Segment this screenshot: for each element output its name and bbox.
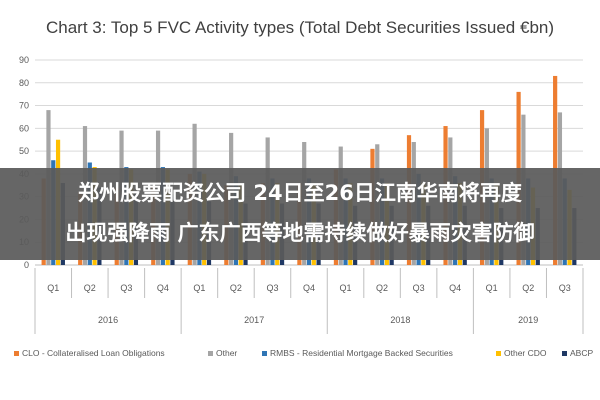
x-tick-label: Q2 [376,283,388,293]
legend-label: ABCP [570,348,593,358]
x-tick-label: Q1 [486,283,498,293]
text-overlay-banner: 郑州股票配资公司 24日至26日江南华南将再度 出现强降雨 广东广西等地需持续做… [0,168,600,260]
x-tick-label: Q3 [559,283,571,293]
x-group-label: 2016 [98,315,118,325]
overlay-line-2: 出现强降雨 广东广西等地需持续做好暴雨灾害防御 [65,221,534,245]
legend-label: RMBS - Residential Mortgage Backed Secur… [270,348,453,358]
x-tick-label: Q3 [120,283,132,293]
legend-swatch [562,351,567,356]
legend-swatch [14,351,19,356]
x-tick-label: Q1 [340,283,352,293]
legend-swatch [262,351,267,356]
chart-title: Chart 3: Top 5 FVC Activity types (Total… [46,18,554,37]
x-tick-label: Q4 [449,283,461,293]
x-tick-label: Q3 [413,283,425,293]
x-axis: Q1 Q2 Q3 Q4 Q1 Q2 Q3 Q4 Q1 Q2 Q3 Q4 Q1 Q2 Q3 2016 2017 20… [34,268,584,334]
x-group-label: 2018 [390,315,410,325]
x-tick-label: Q2 [230,283,242,293]
overlay-banner [0,168,600,260]
legend-label: Other [216,348,237,358]
legend-swatch [208,351,213,356]
legend-swatch [496,351,501,356]
x-tick-label: Q4 [157,283,169,293]
y-tick-label: 0 [24,260,29,270]
legend-label: CLO - Collateralised Loan Obligations [22,348,165,358]
x-group-label: 2019 [518,315,538,325]
legend: CLO - Collateralised Loan Obligations Oth… [14,348,593,358]
y-tick-label: 70 [19,101,29,111]
x-tick-label: Q4 [303,283,315,293]
x-tick-label: Q3 [266,283,278,293]
overlay-line-1: 郑州股票配资公司 24日至26日江南华南将再度 [78,181,522,205]
y-tick-label: 90 [19,55,29,65]
legend-label: Other CDO [504,348,547,358]
y-tick-label: 50 [19,146,29,156]
x-tick-label: Q2 [522,283,534,293]
x-tick-label: Q1 [47,283,59,293]
y-tick-label: 60 [19,123,29,133]
x-group-label: 2017 [244,315,264,325]
x-tick-label: Q2 [84,283,96,293]
y-tick-label: 80 [19,78,29,88]
x-tick-label: Q1 [193,283,205,293]
